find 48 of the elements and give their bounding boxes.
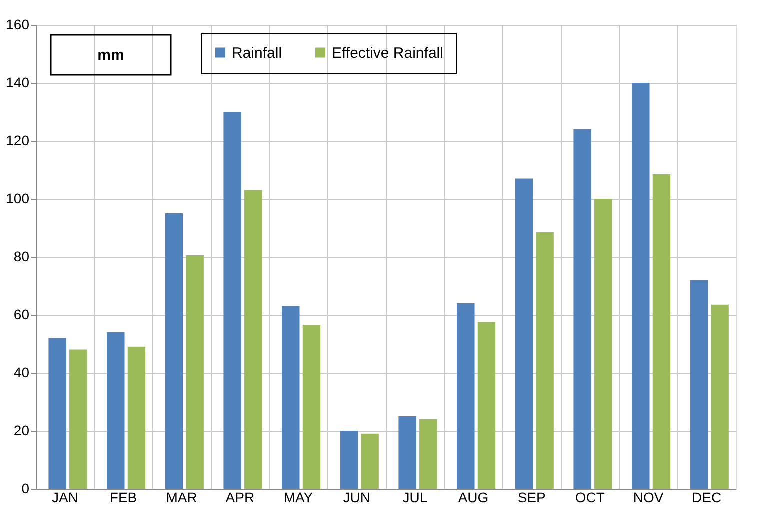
bar <box>128 346 146 489</box>
bar <box>632 83 650 489</box>
y-tick-label: 100 <box>6 190 30 206</box>
x-tick-label: MAY <box>284 490 314 506</box>
bar <box>224 112 242 489</box>
bar <box>48 338 66 489</box>
y-axis-title: mm <box>98 47 124 64</box>
y-tick-label: 160 <box>6 16 30 32</box>
bar <box>457 303 475 489</box>
y-tick-label: 60 <box>14 306 30 322</box>
y-tick-label: 20 <box>14 422 30 438</box>
bar <box>574 129 592 489</box>
bar <box>515 178 534 489</box>
x-tick-label: MAR <box>166 490 198 506</box>
x-tick-label: JUN <box>343 490 370 506</box>
x-tick-label: AUG <box>458 490 489 506</box>
y-tick-label: 80 <box>14 248 30 264</box>
bar <box>690 280 708 489</box>
x-tick-label: JUL <box>402 490 428 506</box>
bar <box>420 419 438 489</box>
bar <box>536 232 554 489</box>
x-tick-label: OCT <box>575 490 606 506</box>
x-tick-label: SEP <box>518 490 546 506</box>
bar <box>70 350 88 489</box>
x-tick-label: NOV <box>633 490 664 506</box>
bar <box>186 256 204 489</box>
bar <box>340 431 358 489</box>
bar <box>361 434 379 489</box>
x-tick-label: DEC <box>692 490 722 506</box>
bar <box>107 332 125 489</box>
legend-label: Effective Rainfall <box>332 44 444 62</box>
bar <box>594 199 612 489</box>
x-tick-label: FEB <box>110 490 138 506</box>
y-tick-label: 0 <box>22 480 30 496</box>
y-tick-label: 120 <box>6 132 30 148</box>
x-tick-label: APR <box>226 490 255 506</box>
y-tick-label: 40 <box>14 364 30 380</box>
legend-label: Rainfall <box>232 44 282 62</box>
bar <box>165 214 184 489</box>
bar <box>244 190 262 489</box>
bar <box>282 306 300 489</box>
bar <box>652 174 671 489</box>
bar <box>478 322 496 489</box>
bar <box>711 304 729 489</box>
y-tick-label: 140 <box>6 74 30 90</box>
bar <box>398 416 416 489</box>
bar <box>302 325 321 489</box>
x-tick-label: JAN <box>52 490 78 506</box>
